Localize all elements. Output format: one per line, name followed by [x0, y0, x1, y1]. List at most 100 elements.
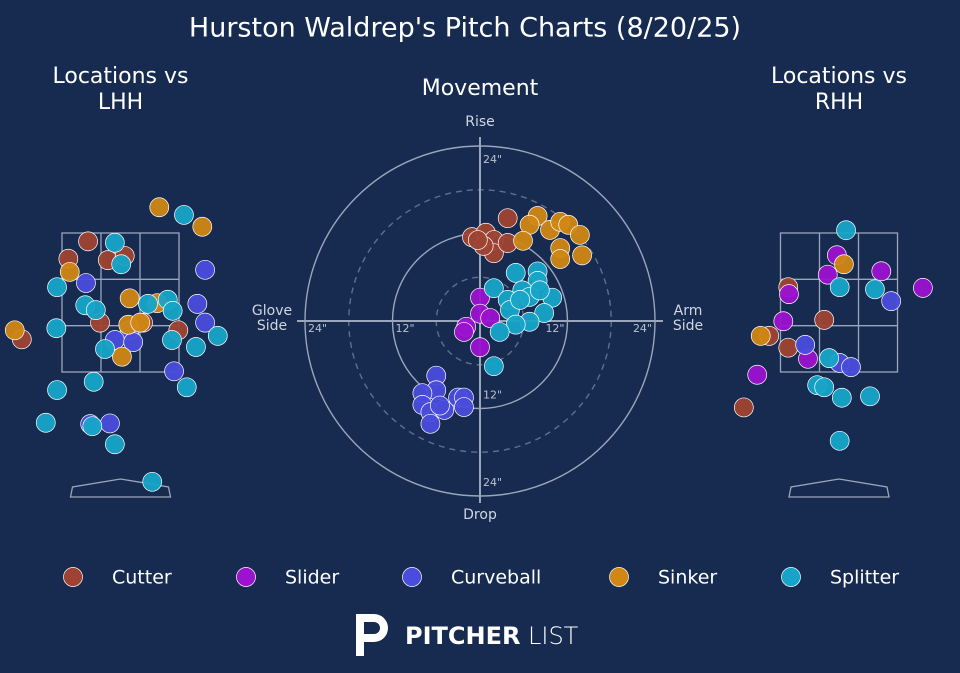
home-plate [788, 478, 890, 498]
pitch-point [841, 357, 861, 377]
pitch-point [831, 387, 852, 408]
pitch-point [865, 279, 885, 300]
ring-label: 24" [483, 153, 502, 166]
pitch-point [795, 335, 816, 355]
pitch-point [505, 263, 526, 283]
legend-marker [781, 567, 801, 587]
legend-marker [609, 567, 629, 587]
pitch-point [570, 225, 590, 245]
pitch-point [860, 386, 880, 407]
pitch-point [46, 318, 67, 339]
pitch-point [164, 361, 184, 382]
pitch-point [814, 310, 835, 330]
pitch-point [834, 254, 854, 275]
pitch-point [836, 220, 856, 241]
ring-label: 24" [308, 322, 327, 335]
pitch-point [819, 348, 839, 368]
pitch-point [174, 205, 194, 225]
legend-label: Curveball [451, 567, 541, 589]
pitch-point [454, 322, 474, 342]
pitch-point [105, 434, 125, 455]
pitch-point [78, 231, 98, 252]
axis-label: Drop [463, 507, 497, 523]
pitch-point [195, 312, 215, 333]
pitch-point [176, 377, 197, 398]
pitch-point [510, 290, 530, 310]
legend-label: Splitter [830, 567, 899, 589]
pitch-point [105, 232, 125, 253]
pitch-point [186, 337, 206, 357]
panel-title: Movement [421, 76, 539, 101]
pitch-point [550, 249, 571, 269]
pitch-point [83, 371, 104, 392]
pitch-point [750, 326, 771, 346]
pitch-point [112, 346, 132, 367]
pitch-point [195, 259, 215, 280]
pitch-point [513, 230, 533, 251]
pitch-point [119, 288, 140, 309]
legend-marker [63, 567, 83, 587]
pitch-point [207, 326, 228, 346]
legend-label: Sinker [658, 567, 717, 589]
pitch-point [454, 397, 474, 417]
pitch-point [35, 412, 56, 433]
pitch-point [814, 377, 835, 398]
pitch-point [47, 380, 67, 400]
pitch-point [773, 311, 794, 332]
pitch-point [497, 208, 518, 229]
pitch-point [470, 337, 490, 358]
pitch-point [85, 300, 106, 320]
pitch-point [95, 339, 115, 359]
pitch-point [484, 278, 504, 299]
pitch-point [100, 413, 120, 434]
pitch-point [871, 261, 892, 282]
pitch-point [149, 197, 170, 218]
pitch-point [138, 294, 158, 314]
ring-label: 12" [483, 389, 502, 402]
panel-title: Locations vs LHH [52, 64, 189, 116]
pitch-point [187, 294, 208, 314]
legend-marker [402, 567, 422, 587]
logo-bold: PITCHER [405, 622, 520, 650]
page-title: Hurston Waldrep's Pitch Charts (8/20/25) [189, 13, 741, 44]
panel-title: Locations vs RHH [771, 64, 907, 116]
legend-marker [236, 567, 256, 587]
pitch-point [913, 278, 933, 298]
pitch-point [480, 308, 501, 328]
ring-label: 12" [396, 322, 415, 335]
pitch-point [779, 284, 799, 305]
pitch-point [162, 330, 182, 350]
pitch-point [778, 337, 799, 358]
pitch-point [76, 273, 96, 293]
ring-label: 12" [545, 322, 564, 335]
legend-label: Slider [285, 567, 339, 589]
ring-label: 24" [633, 322, 652, 335]
pitch-point [430, 395, 450, 416]
pitch-point [59, 262, 80, 282]
axis-label: Arm Side [672, 303, 704, 335]
pitch-point [489, 322, 510, 342]
pitch-point [192, 216, 213, 237]
logo-light: LIST [528, 622, 579, 650]
pitch-point [534, 303, 555, 323]
pitch-point [733, 397, 754, 418]
pitch-point [4, 320, 25, 341]
pitch-point [467, 230, 488, 250]
pitch-point [817, 264, 838, 285]
pitch-point [162, 300, 183, 321]
axis-label: Rise [465, 114, 495, 130]
logo-icon [356, 614, 388, 656]
axis-label: Glove Side [251, 303, 293, 335]
legend-label: Cutter [112, 567, 172, 589]
pitch-point [420, 413, 441, 434]
pitch-point [484, 356, 504, 377]
pitch-point [142, 471, 163, 492]
pitch-point [829, 430, 850, 451]
pitch-point [47, 277, 67, 298]
pitch-point [881, 291, 902, 311]
pitch-point [572, 245, 592, 266]
pitch-point [529, 280, 550, 301]
strike-zone [61, 232, 180, 373]
pitch-point [130, 312, 151, 333]
